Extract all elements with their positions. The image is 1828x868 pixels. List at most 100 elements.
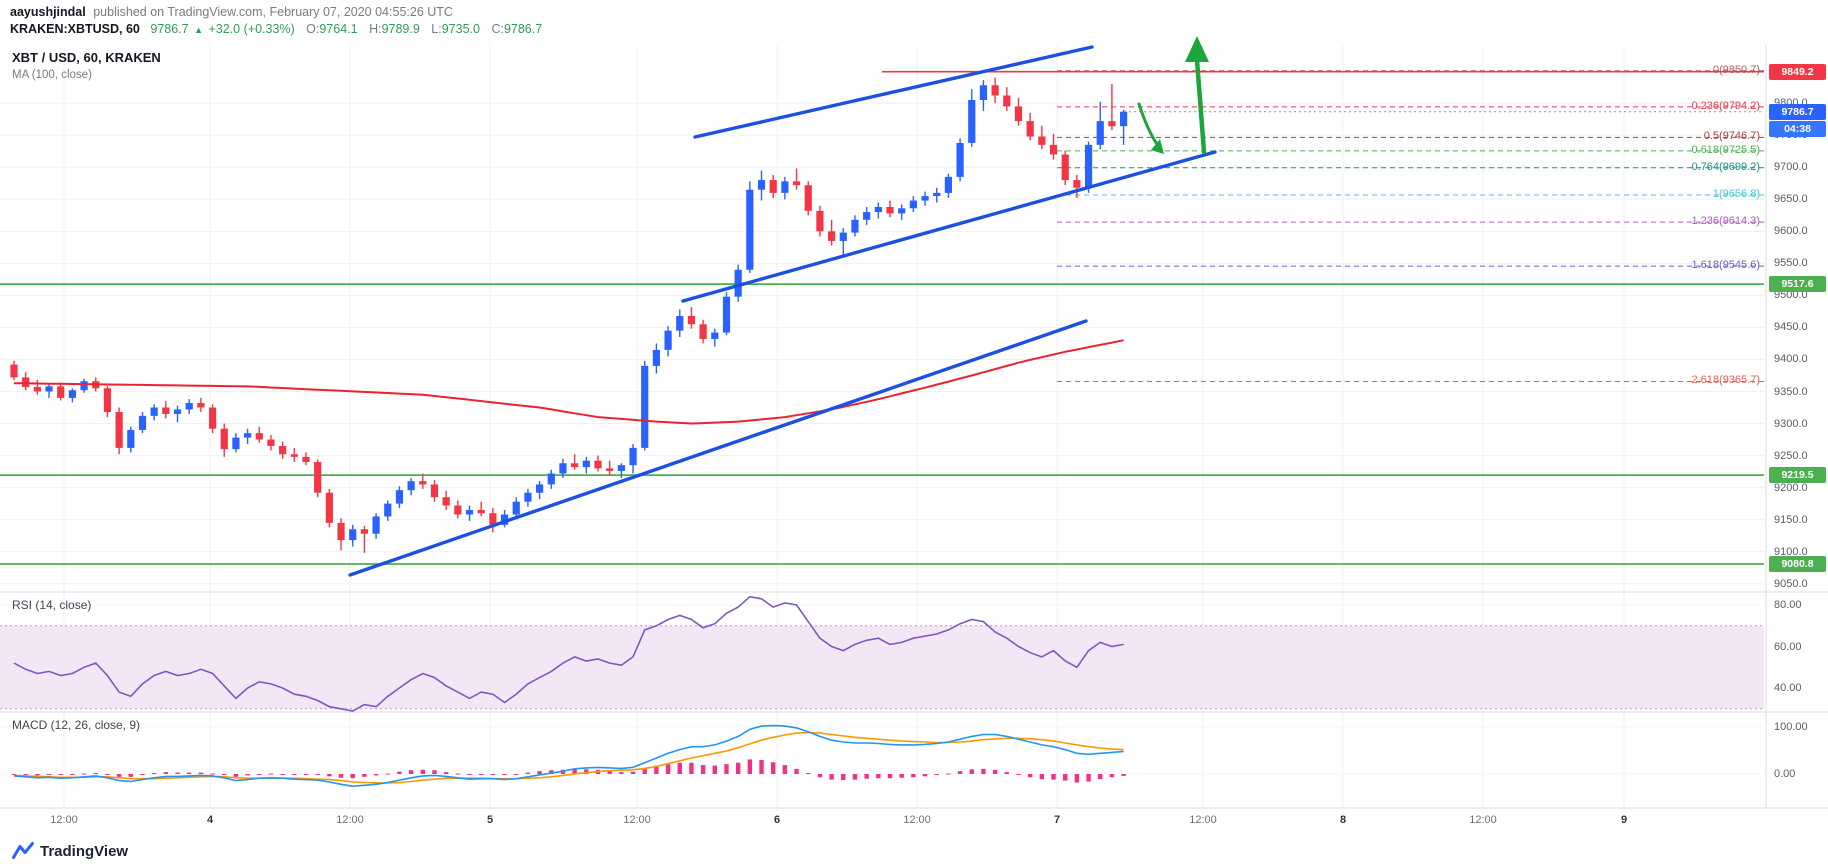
- trendline[interactable]: [681, 150, 1217, 303]
- fib-level-label: 1.618(9545.6): [1691, 259, 1761, 272]
- macd-axis-label: 100.00: [1774, 721, 1808, 733]
- macd-histogram-bar: [385, 773, 390, 775]
- candle-body-down: [769, 180, 777, 193]
- macd-histogram-bar: [420, 769, 425, 774]
- macd-histogram-bar: [1039, 774, 1045, 780]
- macd-histogram-bar: [479, 774, 484, 775]
- macd-histogram-bar: [677, 762, 682, 774]
- candle-body-down: [197, 403, 205, 408]
- macd-histogram-bar: [1051, 774, 1056, 780]
- macd-histogram-bar: [350, 774, 355, 779]
- candle-body-up: [372, 516, 380, 534]
- candle-body-down: [1073, 180, 1081, 188]
- macd-histogram-bar: [280, 774, 285, 775]
- macd-histogram-bar: [969, 769, 974, 774]
- macd-histogram-bar: [782, 765, 788, 774]
- macd-histogram-bar: [1086, 774, 1091, 782]
- macd-histogram-bar: [817, 774, 823, 778]
- candle-body-up: [933, 192, 941, 197]
- candle-body-up: [746, 189, 754, 270]
- chart-legend-symbol[interactable]: XBT / USD, 60, KRAKEN: [12, 50, 161, 65]
- candlestick-series: [10, 77, 1128, 553]
- candle-body-up: [652, 349, 660, 366]
- candle-body-down: [314, 461, 322, 493]
- macd-histogram-bar: [724, 764, 729, 774]
- candle-body-down: [115, 412, 123, 448]
- macd-histogram-bar: [1074, 774, 1080, 783]
- trendline[interactable]: [348, 319, 1088, 577]
- green-down-flick-arrowhead[interactable]: [1151, 139, 1164, 154]
- green-up-arrow-shaft[interactable]: [1194, 57, 1207, 155]
- macd-line[interactable]: [13, 724, 1124, 788]
- price-axis-label: 9400.0: [1774, 353, 1808, 366]
- green-up-arrow-head[interactable]: [1185, 36, 1209, 62]
- candle-body-up: [384, 503, 392, 517]
- macd-histogram-bar: [794, 768, 799, 774]
- candle-body-up: [921, 196, 929, 201]
- candle-body-down: [279, 445, 287, 455]
- candle-body-down: [792, 181, 801, 186]
- macd-histogram-bar: [467, 774, 472, 775]
- candle-body-down: [991, 85, 999, 96]
- trendline[interactable]: [693, 45, 1094, 139]
- candle-body-up: [851, 219, 859, 233]
- macd-histogram-bar: [268, 773, 274, 775]
- macd-histogram-bar: [899, 774, 904, 778]
- macd-histogram-bar: [806, 773, 811, 775]
- candle-body-down: [687, 315, 696, 325]
- macd-histogram-bar: [490, 774, 496, 775]
- high-label: H:: [369, 22, 382, 36]
- candle-body-up: [524, 492, 532, 502]
- candle-body-down: [571, 463, 579, 468]
- last-price: 9786.7: [150, 22, 189, 36]
- candle-body-up: [349, 529, 357, 541]
- chart-legend-ma[interactable]: MA (100, close): [12, 69, 92, 81]
- macd-histogram-bar: [163, 772, 169, 774]
- macd-histogram-bar: [1063, 774, 1068, 781]
- macd-legend[interactable]: MACD (12, 26, close, 9): [12, 718, 141, 732]
- candle-body-up: [863, 212, 871, 220]
- candle-body-up: [536, 484, 544, 493]
- fib-level-label: 0.764(9699.2): [1691, 160, 1761, 173]
- candle-body-up: [839, 232, 847, 241]
- macd-histogram-bar: [315, 774, 320, 775]
- fib-level-label: 1.236(9614.3): [1691, 215, 1761, 228]
- price-axis-label: 9650.0: [1774, 193, 1808, 206]
- rsi-line[interactable]: [13, 595, 1124, 712]
- macd-histogram-bar: [607, 771, 612, 774]
- candle-body-down: [1003, 95, 1011, 107]
- time-axis-label: 6: [773, 814, 781, 826]
- candle-body-down: [430, 484, 439, 498]
- ma-100-line[interactable]: [13, 339, 1124, 425]
- candle-body-up: [232, 437, 240, 450]
- macd-histogram-bar: [514, 774, 519, 775]
- macd-histogram-bar: [887, 774, 893, 779]
- candle-body-down: [1038, 136, 1046, 145]
- macd-histogram-bar: [432, 770, 437, 774]
- price-tag: 9849.2: [1769, 63, 1826, 80]
- macd-histogram-bar: [572, 768, 577, 774]
- candle-body-down: [360, 529, 368, 534]
- candle-body-down: [103, 388, 112, 413]
- macd-histogram-bar: [11, 774, 17, 775]
- open-label: O:: [306, 22, 320, 36]
- time-axis-label: 12:00: [50, 814, 78, 826]
- symbol-title[interactable]: KRAKEN:XBTUSD, 60: [10, 22, 140, 36]
- macd-histogram-bar: [46, 774, 52, 775]
- macd-histogram-bar: [373, 774, 379, 776]
- candle-body-down: [1049, 144, 1058, 155]
- candle-body-up: [676, 315, 684, 331]
- candle-body-up: [512, 501, 520, 515]
- macd-histogram-bar: [537, 771, 542, 774]
- macd-histogram-bar: [525, 772, 531, 774]
- rsi-legend[interactable]: RSI (14, close): [12, 598, 92, 612]
- price-axis-label: 9050.0: [1774, 577, 1808, 590]
- price-change: +32.0 (+0.33%): [208, 22, 295, 36]
- macd-histogram-bar: [198, 772, 204, 774]
- tradingview-logo[interactable]: TradingView: [12, 842, 128, 860]
- macd-histogram-bar: [771, 762, 776, 774]
- macd-histogram-bar: [630, 771, 636, 774]
- candle-body-down: [290, 454, 298, 457]
